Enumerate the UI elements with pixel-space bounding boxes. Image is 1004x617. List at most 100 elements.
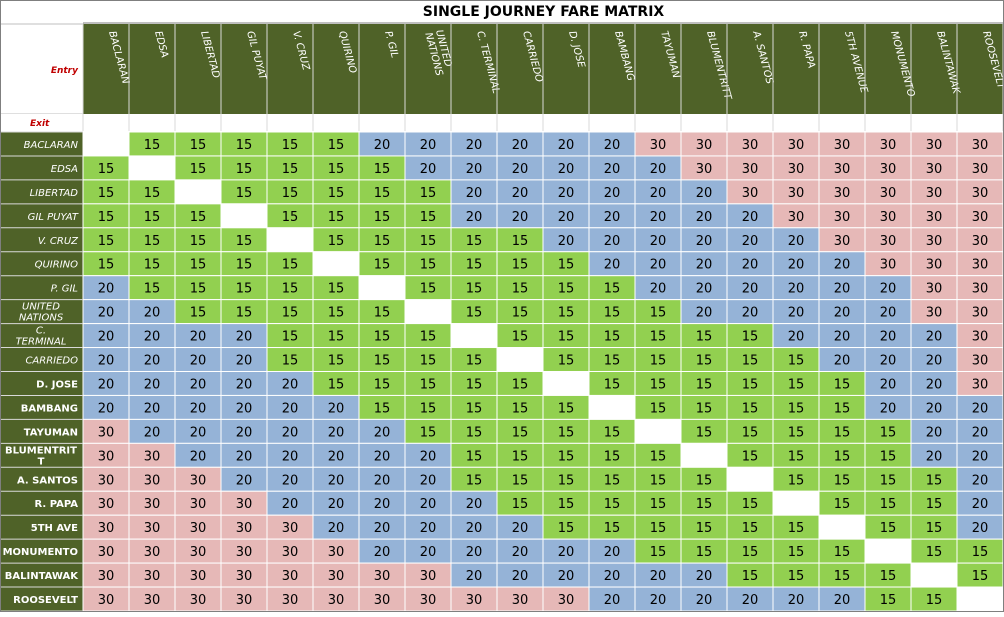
fare-value: 20: [926, 425, 943, 440]
fare-value: 15: [558, 401, 575, 416]
fare-value: 20: [98, 354, 115, 369]
fare-value: 15: [190, 138, 207, 153]
fare-value: 20: [696, 258, 713, 273]
fare-value: 15: [558, 306, 575, 321]
fare-value: 15: [512, 377, 529, 392]
fare-value: 15: [98, 162, 115, 177]
fare-value: 15: [926, 593, 943, 608]
fare-value: 15: [788, 569, 805, 584]
fare-value: 30: [144, 593, 161, 608]
fare-value: 20: [742, 258, 759, 273]
fare-value: 30: [144, 545, 161, 560]
fare-value: 15: [696, 330, 713, 345]
fare-value: 30: [880, 138, 897, 153]
fare-value: 30: [926, 210, 943, 225]
fare-value: 15: [834, 425, 851, 440]
fare-value: 20: [834, 258, 851, 273]
fare-value: 20: [420, 497, 437, 512]
fare-value: 30: [236, 545, 253, 560]
fare-value: 15: [880, 473, 897, 488]
fare-value: 15: [696, 354, 713, 369]
fare-value: 20: [420, 545, 437, 560]
fare-value: 30: [972, 234, 989, 249]
exit-label: Exit: [30, 119, 50, 129]
fare-value: 20: [466, 545, 483, 560]
fare-value: 20: [788, 234, 805, 249]
fare-value: 15: [650, 497, 667, 512]
fare-value: 30: [972, 210, 989, 225]
fare-value: 15: [512, 282, 529, 297]
fare-value: 30: [742, 162, 759, 177]
fare-value: 30: [282, 569, 299, 584]
fare-value: 20: [144, 425, 161, 440]
fare-value: 15: [420, 234, 437, 249]
fare-value: 30: [926, 306, 943, 321]
fare-value: 15: [328, 234, 345, 249]
fare-value: 15: [558, 330, 575, 345]
fare-value: 15: [742, 401, 759, 416]
fare-value: 20: [834, 282, 851, 297]
fare-value: 20: [834, 330, 851, 345]
fare-value: 15: [742, 330, 759, 345]
fare-value: 15: [236, 138, 253, 153]
fare-value: 15: [190, 306, 207, 321]
fare-value: 20: [972, 425, 989, 440]
fare-value: 15: [880, 569, 897, 584]
fare-value: 20: [742, 306, 759, 321]
fare-value: 15: [374, 210, 391, 225]
fare-value: 15: [696, 545, 713, 560]
fare-value: 15: [558, 282, 575, 297]
fare-value: 15: [420, 258, 437, 273]
fare-value: 15: [282, 162, 299, 177]
fare-value: 20: [374, 473, 391, 488]
fare-value: 15: [328, 210, 345, 225]
fare-value: 15: [374, 401, 391, 416]
fare-value: 30: [144, 449, 161, 464]
fare-value: 30: [972, 186, 989, 201]
fare-value: 15: [144, 186, 161, 201]
fare-value: 30: [926, 138, 943, 153]
fare-value: 20: [190, 425, 207, 440]
fare-value: 20: [144, 354, 161, 369]
fare-value: 15: [604, 282, 621, 297]
fare-value: 15: [742, 521, 759, 536]
fare-value: 20: [282, 401, 299, 416]
fare-value: 20: [604, 545, 621, 560]
fare-value: 15: [374, 234, 391, 249]
fare-value: 30: [374, 569, 391, 584]
fare-value: 15: [328, 186, 345, 201]
fare-value: 20: [742, 593, 759, 608]
fare-value: 20: [236, 354, 253, 369]
fare-value: 15: [98, 210, 115, 225]
fare-value: 20: [926, 401, 943, 416]
fare-value: 15: [282, 330, 299, 345]
fare-value: 30: [788, 162, 805, 177]
fare-value: 20: [420, 521, 437, 536]
fare-value: 15: [926, 473, 943, 488]
fare-value: 20: [420, 138, 437, 153]
fare-value: 15: [558, 354, 575, 369]
fare-value: 30: [742, 138, 759, 153]
fare-value: 20: [144, 377, 161, 392]
fare-value: 15: [650, 545, 667, 560]
fare-value: 30: [926, 282, 943, 297]
row-header-label: MONUMENTO: [3, 547, 78, 558]
fare-value: 15: [374, 162, 391, 177]
fare-value: 30: [788, 210, 805, 225]
fare-value: 15: [788, 401, 805, 416]
fare-value: 15: [604, 306, 621, 321]
fare-value: 20: [328, 497, 345, 512]
fare-value: 15: [374, 258, 391, 273]
fare-value: 30: [420, 569, 437, 584]
fare-value: 15: [420, 210, 437, 225]
fare-value: 15: [282, 306, 299, 321]
fare-value: 20: [880, 282, 897, 297]
fare-value: 20: [972, 449, 989, 464]
fare-value: 20: [650, 593, 667, 608]
fare-value: 30: [972, 354, 989, 369]
fare-value: 20: [328, 401, 345, 416]
fare-value: 15: [420, 330, 437, 345]
fare-value: 15: [282, 138, 299, 153]
fare-value: 30: [834, 162, 851, 177]
fare-value: 20: [650, 282, 667, 297]
